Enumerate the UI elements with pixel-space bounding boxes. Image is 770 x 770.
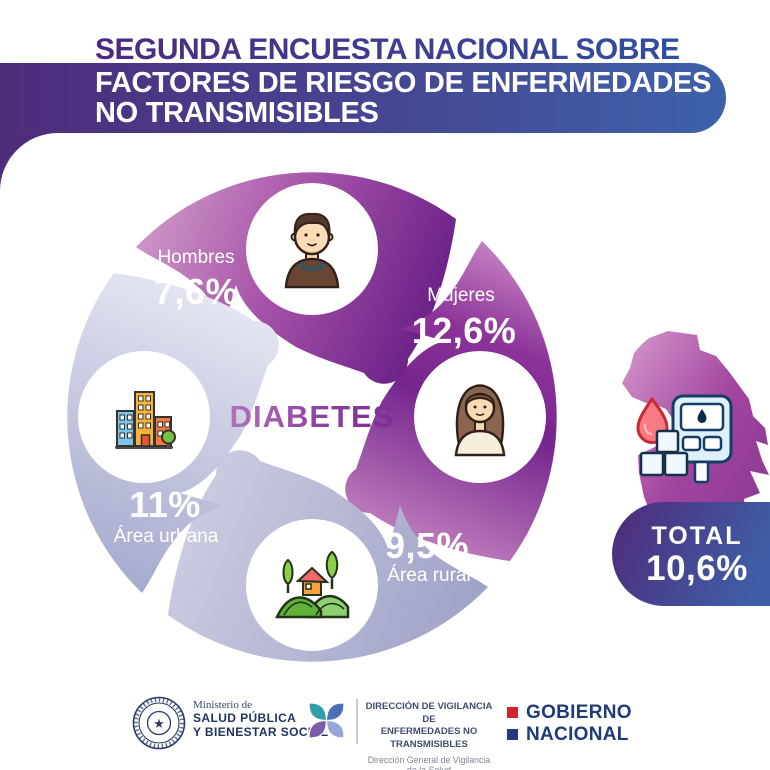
footer-divider — [356, 699, 358, 744]
banner-line-1: FACTORES DE RIESGO DE ENFERMEDADES — [95, 67, 712, 99]
segment-hombres-value: 7,6% — [153, 271, 239, 312]
swirl-svg — [67, 172, 557, 662]
gobierno-red-square — [507, 706, 518, 718]
glucometer-icon — [671, 394, 733, 484]
rural-landscape-icon — [260, 533, 364, 637]
city-buildings-icon — [92, 365, 196, 469]
segment-urbana-label: Área urbana — [113, 526, 219, 547]
vigilancia-logo-icon — [306, 700, 347, 746]
segment-rural-value: 9,5% — [384, 525, 470, 566]
direccion-line1: DIRECCIÓN DE VIGILANCIA DE — [365, 701, 493, 725]
banner-corner-notch — [0, 133, 58, 191]
title-banner — [0, 63, 726, 133]
ministry-line1: Ministerio de — [193, 699, 252, 711]
total-value: 10,6% — [646, 549, 748, 588]
segment-rural-label: Área rural — [387, 565, 471, 586]
banner-line-2: NO TRANSMISIBLES — [95, 97, 379, 129]
total-badge: TOTAL 10,6% — [612, 502, 770, 606]
ministry-seal-logo: ★ — [132, 696, 186, 755]
diabetes-swirl-diagram: Hombres 7,6% Mujeres 12,6% 11% Área urba… — [52, 157, 572, 677]
segment-mujeres-value: 12,6% — [411, 310, 517, 351]
ministry-line2: SALUD PÚBLICA — [193, 711, 297, 725]
segment-mujeres-label: Mujeres — [427, 285, 495, 306]
gobierno-navy-square — [507, 728, 518, 740]
title-banner-text: FACTORES DE RIESGO DE ENFERMEDADES NO TR… — [95, 68, 711, 128]
seal-star-icon: ★ — [153, 716, 165, 731]
vigilancia-logo-text: DIRECCIÓN DE VIGILANCIA DE ENFERMEDADES … — [364, 701, 494, 770]
ministry-logo-text: Ministerio de SALUD PÚBLICA Y BIENESTAR … — [193, 699, 328, 739]
gobierno-nacional-logo: GOBIERNO NACIONAL — [507, 701, 632, 745]
gobierno-line1: GOBIERNO — [526, 701, 632, 723]
page-title: SEGUNDA ENCUESTA NACIONAL SOBRE — [95, 33, 680, 66]
man-avatar-icon — [260, 197, 364, 301]
direccion-line2: ENFERMEDADES NO TRANSMISIBLES — [380, 726, 478, 750]
direccion-line3: Dirección General de Vigilancia de la Sa… — [367, 755, 491, 770]
diagram-center-title: DIABETES — [229, 399, 395, 434]
ministry-line3: Y BIENESTAR SOCIAL — [193, 725, 329, 739]
sugar-cubes-icon — [639, 429, 689, 477]
segment-hombres-label: Hombres — [157, 247, 235, 268]
total-label: TOTAL — [651, 522, 743, 550]
gobierno-line2: NACIONAL — [526, 723, 629, 745]
segment-urbana-value: 11% — [129, 484, 201, 525]
woman-avatar-icon — [428, 365, 532, 469]
